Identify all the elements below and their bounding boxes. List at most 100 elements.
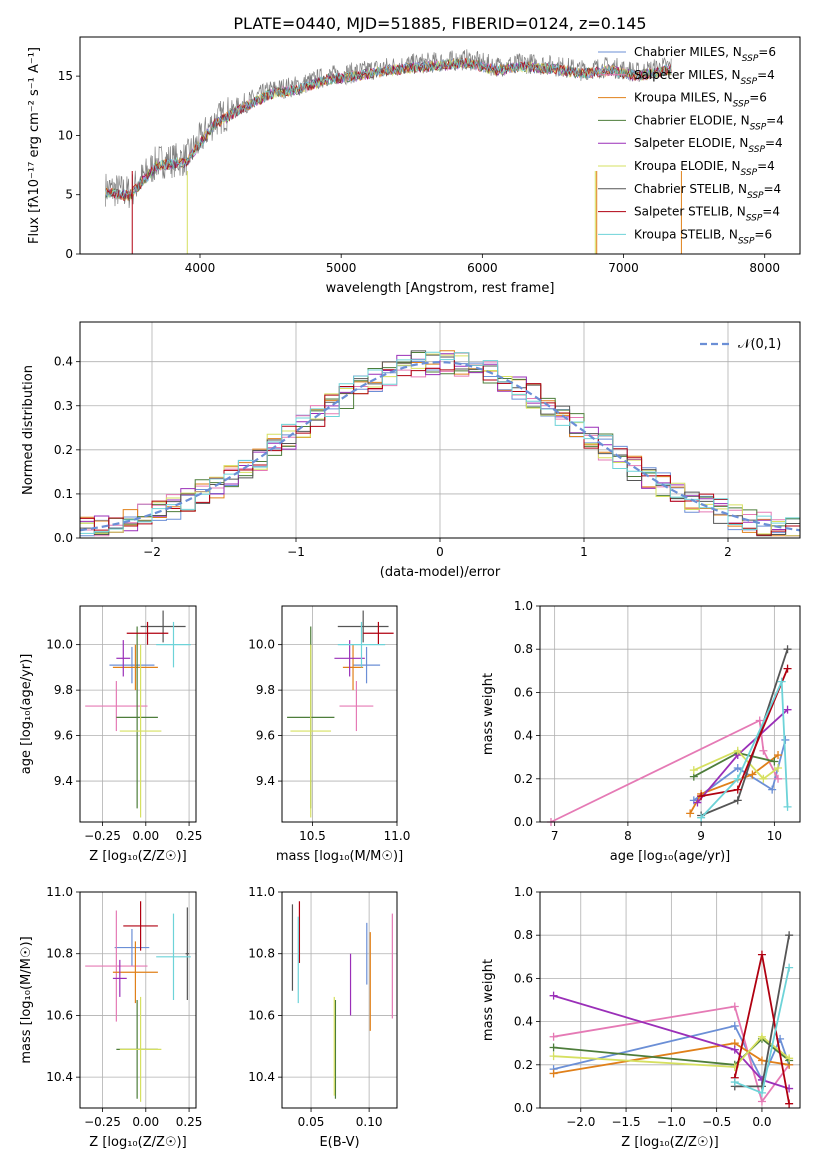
weight-line-2 [689, 754, 779, 814]
panel-mass_vs_Z: −0.25 0.00 0.25 10.4 10.6 10.8 11.0 Z [log₁₀(Z/… [19, 885, 202, 1150]
weight-marker-2 [549, 1069, 558, 1078]
y-tick-label: 0.8 [514, 642, 533, 656]
x-tick-label: −1.0 [657, 1115, 686, 1129]
y-tick-label: 9.6 [54, 729, 73, 743]
legend-label: Kroupa MILES, NSSP=6 [634, 91, 767, 110]
y-tick-label: 9.4 [54, 774, 73, 788]
weight-marker-2 [748, 770, 757, 779]
weight-marker-8 [783, 802, 792, 811]
legend-label: Chabrier ELODIE, NSSP=4 [634, 113, 784, 132]
x-tick-label: 6000 [467, 261, 498, 275]
y-tick-label: 10.6 [46, 1008, 73, 1022]
weight-marker-8 [733, 774, 742, 783]
weight-marker-7 [757, 950, 766, 959]
weight-marker-0 [768, 785, 777, 794]
x-tick-label: 0.0 [752, 1115, 771, 1129]
weight-marker-3 [549, 1043, 558, 1052]
weight-marker-5 [733, 746, 742, 755]
weight-line-4 [553, 994, 790, 1090]
y-tick-label: 10.0 [46, 638, 73, 652]
y-axis-label: mass weight [481, 959, 496, 1041]
axes-frame [539, 605, 801, 823]
weight-marker-1 [774, 774, 783, 783]
y-tick-label: 15 [58, 69, 73, 83]
legend-label: 𝒩(0,1) [738, 337, 781, 352]
weight-marker-1 [757, 1097, 766, 1106]
weight-marker-0 [733, 764, 742, 772]
axes-frame [79, 891, 197, 1109]
x-tick-label: 8 [624, 829, 632, 843]
y-tick-label: 11.0 [248, 885, 275, 899]
weight-marker-1 [759, 746, 768, 755]
x-tick-label: −2.0 [566, 1115, 595, 1129]
weight-line-8 [700, 681, 789, 819]
weight-marker-2 [757, 1056, 766, 1065]
axes-frame [79, 36, 801, 255]
y-tick-label: 0.6 [514, 971, 533, 985]
panel-mass_vs_EBV: 0.05 0.10 10.4 10.6 10.8 11.0 E(B-V) [248, 885, 398, 1150]
legend-label: Chabrier STELIB, NSSP=4 [634, 182, 781, 201]
y-tick-label: 0.0 [54, 531, 73, 545]
weight-marker-5 [785, 1054, 794, 1063]
y-tick-label: 0.4 [54, 355, 73, 369]
x-tick-label: 0.00 [132, 829, 159, 843]
panel-weight_vs_Z: −2.0 −1.5 −1.0 −0.5 0.0 0.0 0.2 0.4 0.6 0.8 1.0 Z [… [481, 885, 801, 1150]
y-tick-label: 0.2 [54, 443, 73, 457]
x-tick-label: −1.5 [611, 1115, 640, 1129]
x-tick-label: 4000 [185, 261, 216, 275]
y-tick-label: 9.8 [54, 683, 73, 697]
weight-marker-7 [697, 792, 706, 801]
model-line-8 [105, 57, 672, 199]
y-axis-label: age [log₁₀(age/yr)] [19, 654, 34, 775]
y-tick-label: 10.6 [248, 1008, 275, 1022]
y-tick-label: 10.8 [248, 947, 275, 961]
x-tick-label: 0.00 [132, 1115, 159, 1129]
weight-line-0 [693, 739, 787, 802]
x-axis-label: Z [log₁₀(Z/Z☉)] [89, 849, 186, 864]
x-tick-label: 0.25 [176, 1115, 203, 1129]
model-line-3 [105, 59, 672, 201]
y-tick-label: 5 [65, 188, 73, 202]
axes-frame [79, 605, 197, 823]
x-axis-label: E(B-V) [319, 1135, 359, 1150]
legend-label: Salpeter MILES, NSSP=4 [634, 68, 775, 87]
x-axis-label: wavelength [Angstrom, rest frame] [326, 281, 555, 296]
x-tick-label: 9 [697, 829, 705, 843]
y-tick-label: 0.8 [514, 928, 533, 942]
weight-marker-5 [774, 764, 783, 772]
weight-marker-0 [730, 1021, 739, 1030]
axes-frame [539, 891, 801, 1109]
y-axis-label: Flux [fλ10⁻¹⁷ erg cm⁻² s⁻¹ A⁻¹] [27, 47, 42, 244]
weight-marker-1 [549, 1032, 558, 1041]
y-tick-label: 0.6 [514, 685, 533, 699]
y-tick-label: 0.3 [54, 399, 73, 413]
y-tick-label: 9.4 [256, 774, 275, 788]
x-tick-label: 0.25 [176, 829, 203, 843]
x-tick-label: 0 [436, 545, 444, 559]
weight-line-5 [693, 749, 779, 781]
legend-label: Chabrier MILES, NSSP=6 [634, 45, 776, 64]
y-tick-label: 11.0 [46, 885, 73, 899]
y-tick-label: 0.4 [514, 729, 533, 743]
weight-marker-4 [730, 1045, 739, 1054]
weight-marker-7 [783, 664, 792, 673]
weight-marker-3 [770, 757, 779, 766]
figure-title: PLATE=0440, MJD=51885, FIBERID=0124, z=0… [233, 14, 646, 33]
x-axis-label: (data-model)/error [380, 565, 501, 580]
panel-age_vs_mass: 10.5 11.0 9.4 9.6 9.8 10.0 mass [log₁₀(M/M☉)] [248, 605, 411, 864]
x-tick-label: 11.0 [384, 829, 411, 843]
x-tick-label: 0.10 [356, 1115, 383, 1129]
x-tick-label: −0.25 [84, 829, 121, 843]
weight-marker-7 [785, 1099, 794, 1108]
weight-marker-8 [697, 813, 706, 822]
legend-label: Kroupa STELIB, NSSP=6 [634, 227, 772, 246]
axes-frame [79, 321, 801, 539]
x-tick-label: 10 [767, 829, 782, 843]
weight-marker-8 [730, 1078, 739, 1087]
x-axis-label: Z [log₁₀(Z/Z☉)] [621, 1135, 718, 1150]
weight-marker-6 [733, 796, 742, 805]
y-axis-label: mass weight [481, 673, 496, 755]
weight-line-1 [550, 719, 779, 823]
